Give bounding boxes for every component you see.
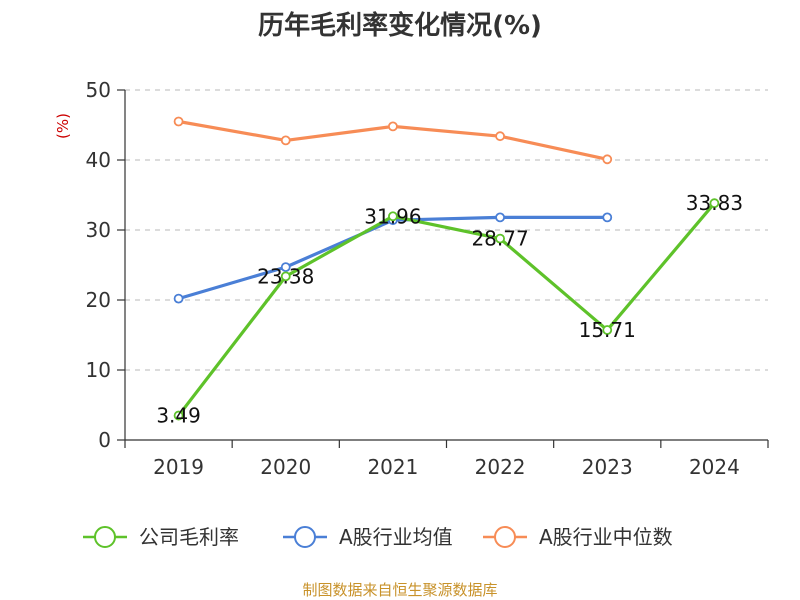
x-tick-label: 2020 [260,455,311,479]
data-point [495,131,505,142]
legend-marker [494,526,516,548]
data-label: 23.38 [257,264,314,288]
axes: 0 10 20 30 40 50 2019 2020 2021 2022 2023 2024 [86,78,769,479]
legend-label: 公司毛利率 [139,525,239,549]
x-tick-label: 2019 [153,455,204,479]
source-note: 制图数据来自恒生聚源数据库 [302,581,497,599]
data-label: 33.83 [686,191,743,215]
data-point [388,121,398,132]
y-axis-label: (%) [54,113,72,139]
series-line [177,202,716,417]
gridlines [125,89,768,371]
y-tick-label: 40 [86,148,111,172]
y-tick-label: 30 [86,218,111,242]
data-label: 3.49 [156,404,201,428]
series-group [173,116,720,421]
data-point [173,116,184,127]
data-labels: 3.49 23.38 31.96 28.77 15.71 33.83 [156,191,743,427]
data-point [495,233,505,244]
data-point [173,293,184,304]
y-tick-label: 0 [98,428,111,452]
data-point [280,271,291,282]
data-label: 31.96 [364,204,421,228]
legend-label: A股行业中位数 [539,525,673,549]
data-point [173,410,184,421]
chart-title: 历年毛利率变化情况(%) [258,10,542,41]
data-label: 15.71 [579,318,636,342]
data-point [280,262,291,273]
x-tick-label: 2022 [475,455,526,479]
x-tick-label: 2023 [582,455,633,479]
data-point [495,212,505,223]
y-tick-label: 20 [86,288,111,312]
y-tick-label: 50 [86,78,111,102]
x-tick-label: 2021 [367,455,418,479]
data-point [602,325,613,335]
series-line [178,215,608,301]
data-point [280,135,291,146]
legend: 公司毛利率 A股行业均值 A股行业中位数 [83,525,673,549]
legend-marker [294,526,316,548]
legend-label: A股行业均值 [339,525,453,549]
legend-marker [94,526,116,548]
data-label: 28.77 [471,227,528,251]
data-point [602,154,613,165]
data-point [709,198,720,209]
data-point [388,211,398,222]
y-tick-label: 10 [86,358,111,382]
data-point [602,212,613,223]
x-tick-label: 2024 [689,455,740,479]
